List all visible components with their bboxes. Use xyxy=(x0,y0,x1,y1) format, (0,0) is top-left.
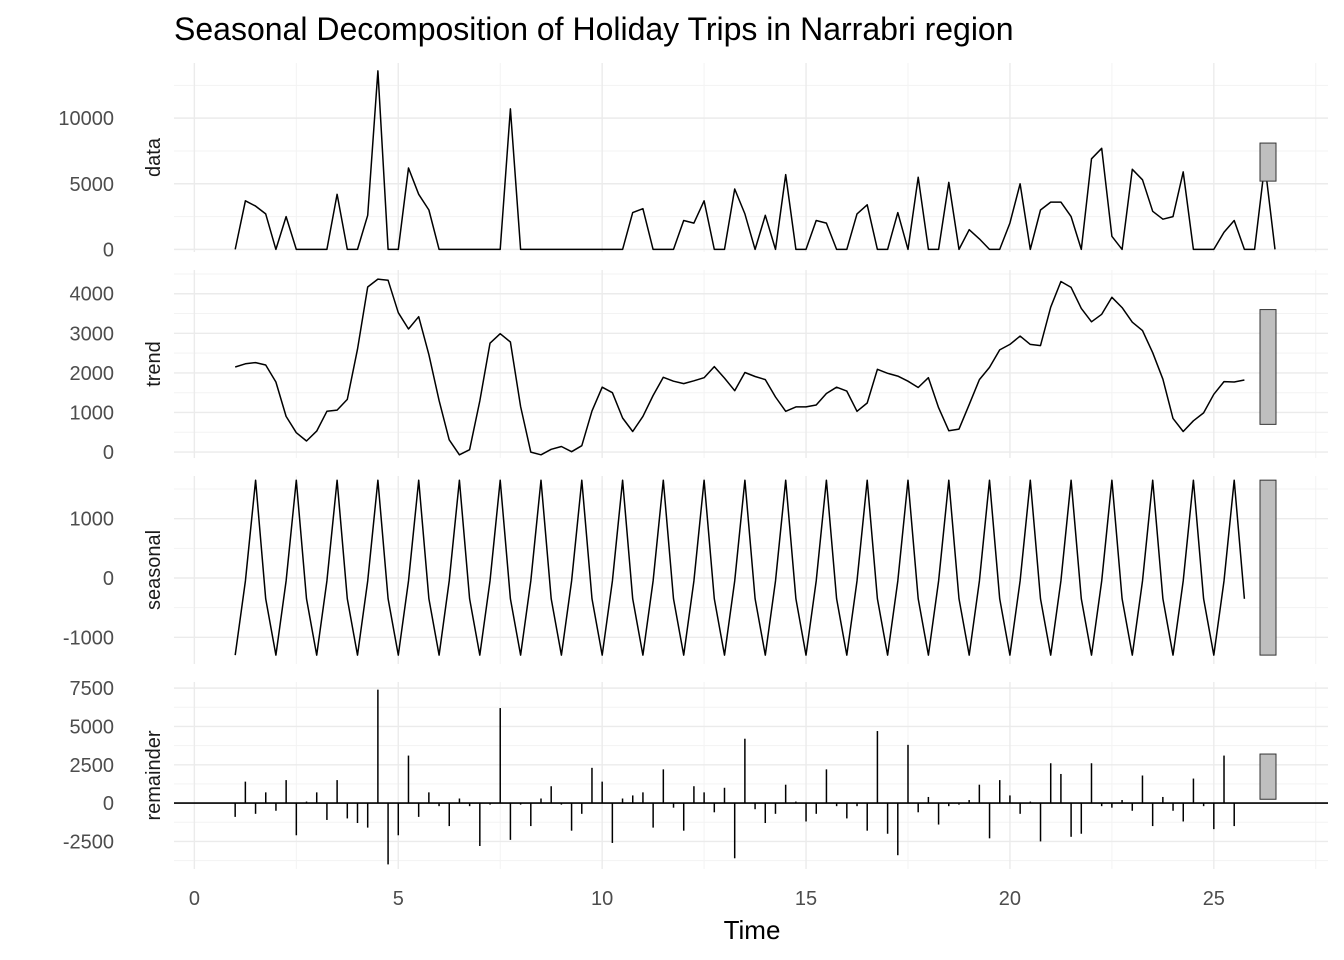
chart-title: Seasonal Decomposition of Holiday Trips … xyxy=(174,11,1014,47)
range-bar xyxy=(1259,753,1277,800)
panel-label: data xyxy=(143,137,165,177)
y-tick-label: 5000 xyxy=(70,174,115,196)
y-tick-label: 1000 xyxy=(70,509,115,531)
trend-line xyxy=(234,278,1245,456)
seasonal-line xyxy=(234,479,1246,656)
x-tick-label: 25 xyxy=(1203,888,1225,910)
y-tick-label: 2000 xyxy=(70,363,115,385)
x-tick-label: 5 xyxy=(393,888,404,910)
panels: 0500010000data01000200030004000trend-100… xyxy=(58,63,1328,910)
x-axis: 0 5 10 15 20 25 xyxy=(189,888,1225,910)
panel-trend: 0 1000 2000 3000 4000 trend xyxy=(70,270,1328,464)
y-tick-label: 0 xyxy=(103,568,114,590)
y-tick-label: 1000 xyxy=(70,402,115,424)
x-tick-label: 15 xyxy=(795,888,817,910)
range-bar xyxy=(1259,479,1277,656)
panel-remainder: -2500 0 2500 5000 7500 remainder xyxy=(63,678,1328,869)
panel-seasonal: -1000 0 1000 seasonal xyxy=(63,476,1328,664)
y-tick-label: 7500 xyxy=(70,678,115,700)
panel-label: seasonal xyxy=(143,530,165,610)
range-bar xyxy=(1259,309,1277,425)
panel-label: trend xyxy=(143,341,165,387)
panel-data: 0 5000 10000 data xyxy=(58,63,1328,261)
y-tick-label: 0 xyxy=(103,239,114,261)
range-bar xyxy=(1259,142,1277,182)
y-tick-label: -1000 xyxy=(63,627,114,649)
y-tick-label: 10000 xyxy=(58,108,114,130)
y-tick-label: 0 xyxy=(103,442,114,464)
data-line xyxy=(234,70,1276,251)
y-tick-label: 2500 xyxy=(70,755,115,777)
y-tick-label: 5000 xyxy=(70,716,115,738)
y-tick-label: 4000 xyxy=(70,284,115,306)
y-tick-label: -2500 xyxy=(63,831,114,853)
x-tick-label: 10 xyxy=(591,888,613,910)
y-tick-label: 0 xyxy=(103,793,114,815)
y-tick-label: 3000 xyxy=(70,323,115,345)
panel-label: remainder xyxy=(143,730,165,820)
x-tick-label: 0 xyxy=(189,888,200,910)
x-tick-label: 20 xyxy=(999,888,1021,910)
x-axis-title: Time xyxy=(724,915,781,945)
